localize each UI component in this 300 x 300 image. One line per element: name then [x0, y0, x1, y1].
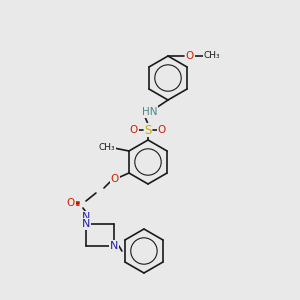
Text: O: O [111, 174, 119, 184]
Text: O: O [67, 198, 75, 208]
Text: O: O [130, 125, 138, 135]
Text: O: O [186, 51, 194, 61]
Text: N: N [82, 212, 90, 222]
Text: N: N [110, 241, 118, 251]
Text: S: S [144, 124, 152, 136]
Text: CH₃: CH₃ [99, 142, 115, 152]
Text: N: N [82, 219, 90, 229]
Text: HN: HN [142, 107, 158, 117]
Text: CH₃: CH₃ [204, 52, 220, 61]
Text: O: O [158, 125, 166, 135]
